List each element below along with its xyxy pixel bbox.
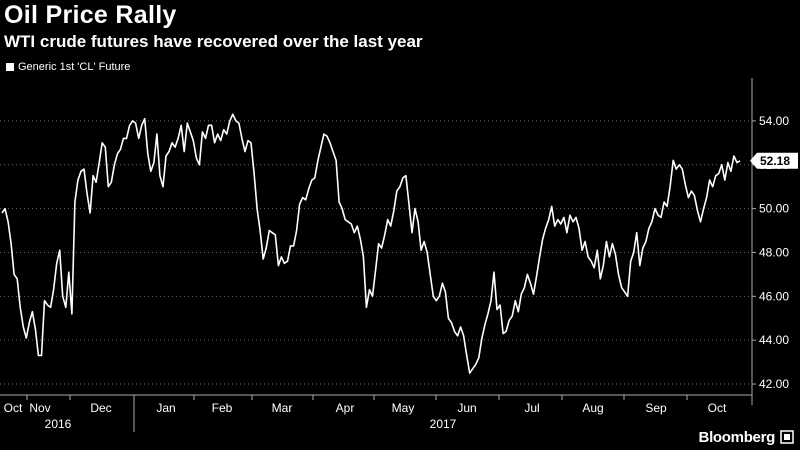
chart-title: Oil Price Rally — [4, 1, 177, 29]
series-layer — [1, 113, 741, 374]
y-tick-label: 54.00 — [759, 114, 789, 128]
chart-legend: Generic 1st 'CL' Future — [6, 61, 130, 73]
x-year-label: 2017 — [430, 417, 457, 431]
x-tick-label: Dec — [90, 401, 111, 415]
legend-label: Generic 1st 'CL' Future — [18, 61, 131, 73]
axis-labels: 54.0052.0050.0048.0046.0044.0042.00OctNo… — [4, 114, 798, 431]
x-tick-label: Jan — [156, 401, 175, 415]
x-tick-label: Nov — [29, 401, 50, 415]
axes — [0, 78, 756, 432]
x-tick-label: Mar — [272, 401, 293, 415]
x-tick-label: Oct — [708, 401, 727, 415]
series-line-cl-future — [1, 113, 741, 374]
legend-swatch — [6, 63, 14, 71]
x-tick-label: Aug — [582, 401, 603, 415]
x-tick-label: Oct — [4, 401, 23, 415]
y-tick-label: 42.00 — [759, 377, 789, 391]
x-tick-label: Feb — [212, 401, 233, 415]
last-value-tag — [750, 152, 798, 169]
x-tick-label: Jul — [524, 401, 539, 415]
bloomberg-logo-icon — [780, 430, 794, 444]
x-tick-label: Sep — [645, 401, 667, 415]
chart-subtitle: WTI crude futures have recovered over th… — [4, 32, 423, 51]
y-tick-label: 46.00 — [759, 289, 789, 303]
y-tick-label: 48.00 — [759, 245, 789, 259]
last-value-label: 52.18 — [760, 154, 790, 168]
grid-lines — [0, 120, 752, 385]
x-year-label: 2016 — [45, 417, 72, 431]
y-tick-label: 50.00 — [759, 202, 789, 216]
x-tick-label: May — [392, 401, 415, 415]
y-tick-label: 44.00 — [759, 333, 789, 347]
x-tick-label: Jun — [457, 401, 476, 415]
brand-logo-text: Bloomberg — [698, 429, 776, 446]
x-tick-label: Apr — [336, 401, 355, 415]
